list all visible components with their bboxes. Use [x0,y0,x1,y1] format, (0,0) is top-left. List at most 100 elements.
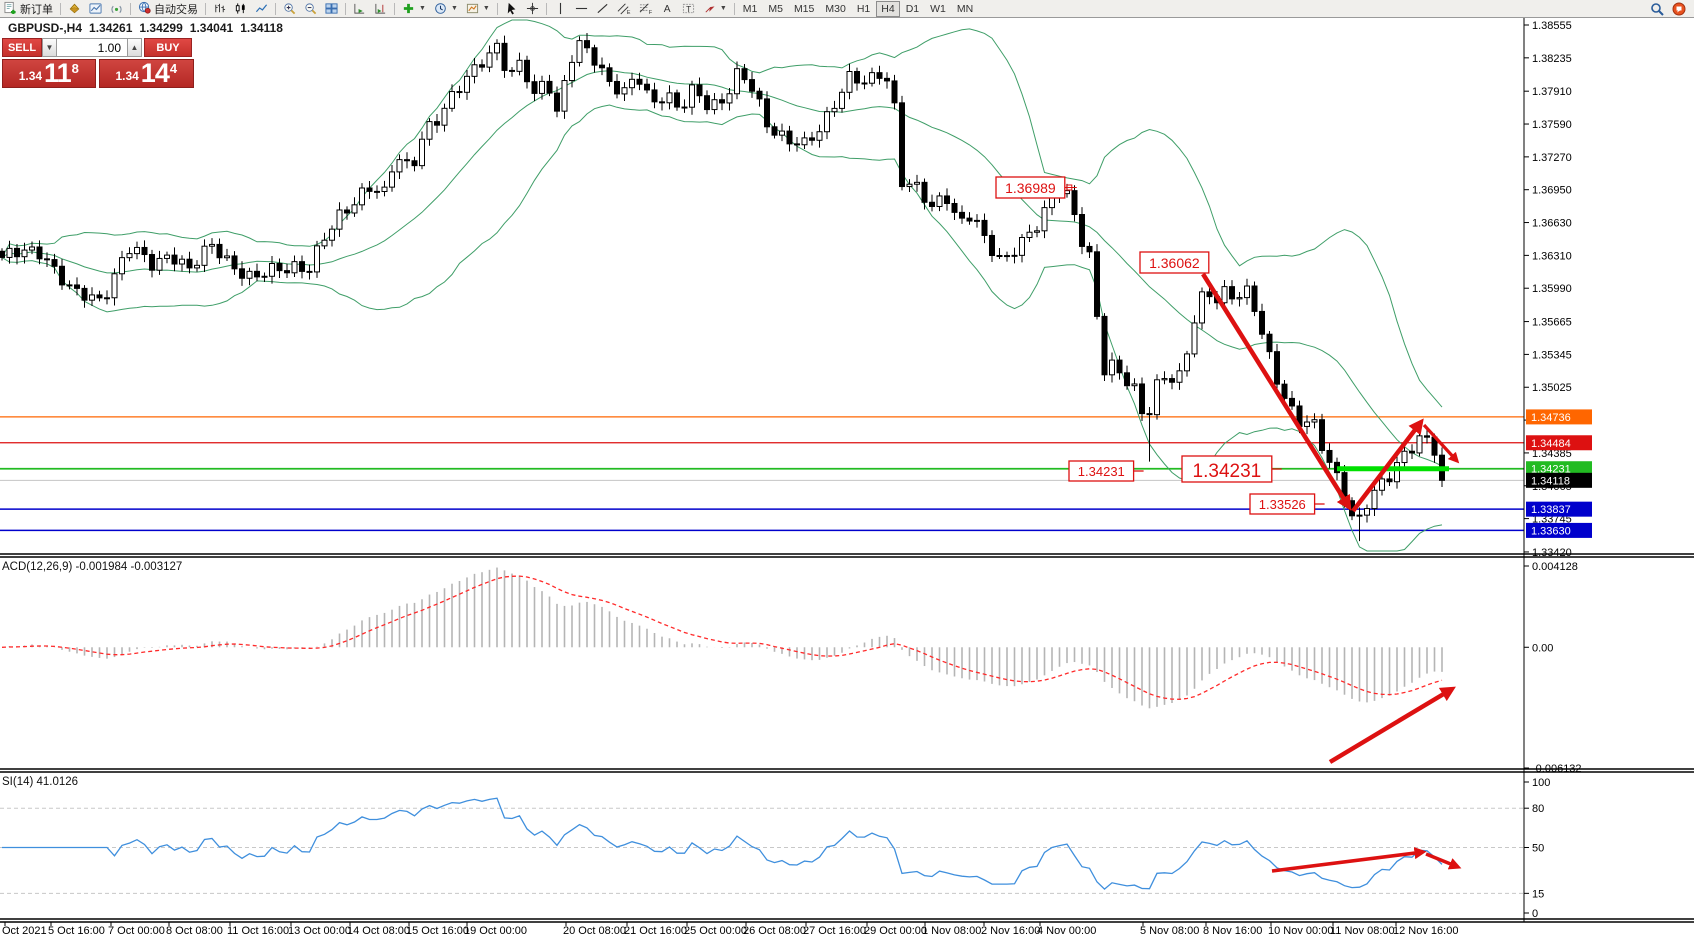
candle-body [96,294,103,299]
candle-body [194,264,200,269]
price-badge-1.34231 [1526,461,1592,477]
signals-icon[interactable] [106,0,127,17]
candle-body [291,261,298,274]
time-axis-label: 13 Oct 00:00 [288,925,351,937]
candle-body [869,72,875,84]
equidistant-channel-tool-icon[interactable]: E [613,0,635,17]
candle-body [344,209,350,214]
templates-button[interactable]: ▼ [462,0,494,17]
trend-arrow-price[interactable] [1422,423,1460,464]
vertical-line-tool-icon[interactable] [550,0,571,17]
trendline-tool-icon[interactable] [592,0,613,17]
periods-button[interactable]: ▼ [430,0,462,17]
candle-body [546,80,553,94]
timeframe-button-H4[interactable]: H4 [876,0,900,17]
rsi-layer: 100 80 50 15 0 [0,777,1550,920]
fibonacci-tool-icon[interactable]: F [635,0,657,17]
candle-body [1274,351,1280,385]
timeframe-button-W1[interactable]: W1 [930,2,946,15]
line-chart-mode-icon[interactable] [251,0,272,17]
search-icon[interactable] [1646,0,1668,17]
auto-scroll-icon[interactable] [349,0,370,17]
candle-body [681,106,688,109]
market-watch-icon[interactable] [64,0,85,17]
candle-body [1229,286,1235,300]
candle-body [539,80,545,94]
candle-body [1266,333,1273,353]
text-label-tool-icon[interactable]: T [678,0,699,17]
candle-body [21,249,28,258]
time-axis-label: 14 Oct 08:00 [347,925,410,937]
candle-body [1424,435,1430,438]
autotrading-button[interactable]: 自动交易 [134,1,202,16]
crosshair-tool-icon[interactable] [522,0,543,17]
timeframe-button-M5[interactable]: M5 [768,2,783,15]
candle-body [1221,286,1228,304]
buy-price-box[interactable]: 1.34 14 4 [98,59,194,88]
price-badge-1.33837 [1526,501,1592,517]
time-axis-label: 20 Oct 08:00 [563,925,626,937]
candle-body [944,195,950,204]
price-axis-tick-label: 1.38235 [1532,53,1572,65]
candle-body [81,287,88,301]
timeframe-button-MN[interactable]: MN [956,2,974,15]
tile-windows-icon[interactable] [321,0,342,17]
price-badge-label: 1.34118 [1531,475,1570,487]
sell-price-main: 11 [44,58,72,88]
candle-body [1251,285,1258,312]
candle-body [839,91,845,109]
ohlc-open: 1.34261 [89,21,133,35]
annotation-price-label-box[interactable] [1139,251,1210,274]
candle-body [1004,255,1010,258]
bar-chart-mode-icon[interactable] [209,0,230,17]
ohlc-low: 1.34041 [189,21,234,35]
macd-axis-tick-label: 0.00 [1532,642,1553,654]
candle-body [389,171,395,188]
candle-body [1401,450,1408,464]
chart-window-icon[interactable] [85,0,106,17]
candle-body [1094,251,1100,317]
chart-shift-icon[interactable] [370,0,391,17]
candle-body [1026,231,1033,238]
price-axis-tick-label: 1.37910 [1532,86,1572,98]
timeframe-button-M15[interactable]: M15 [793,2,815,15]
candle-body [1409,450,1415,454]
timeframe-button-D1[interactable]: D1 [905,2,920,15]
trend-arrow-price[interactable] [1351,418,1424,513]
volume-increase-button[interactable]: ▲ [127,38,142,57]
cursor-tool-icon[interactable] [501,0,522,17]
zoom-out-icon[interactable] [300,0,321,17]
rsi-axis-tick-label: 80 [1532,803,1544,815]
candlestick-mode-icon[interactable] [230,0,251,17]
text-tool-icon[interactable]: A [657,0,678,17]
candle-body [494,42,500,54]
candle-body [621,87,628,95]
zoom-in-icon[interactable] [279,0,300,17]
horizontal-line-tool-icon[interactable] [571,0,592,17]
sell-button[interactable]: SELL [2,38,42,57]
volume-decrease-button[interactable]: ▼ [42,38,57,57]
sell-price-box[interactable]: 1.34 11 8 [2,59,96,88]
trend-arrow-rsi[interactable] [1271,846,1427,873]
candle-body [14,247,20,258]
buy-button[interactable]: BUY [144,38,192,57]
timeframe-button-H1[interactable]: H1 [856,2,871,15]
timeframe-button-M1[interactable]: M1 [742,2,758,15]
trend-arrow-macd[interactable] [1328,686,1456,764]
trend-arrow-price[interactable] [1201,272,1352,511]
timeframe-button-M30[interactable]: M30 [825,2,846,15]
time-axis-label: 8 Oct 08:00 [166,925,223,937]
arrows-tool-icon[interactable]: ▼ [699,0,731,17]
candle-body [1386,478,1393,483]
annotation-price-label: 1.34231 [1078,464,1125,479]
candle-body [1311,419,1318,423]
trend-arrow-rsi[interactable] [1425,852,1462,870]
new-order-button[interactable]: 新订单 [0,1,57,16]
notifications-badge-icon[interactable] [1668,0,1690,17]
candle-body [231,255,238,270]
volume-input[interactable] [57,38,127,57]
candle-body [644,83,650,91]
indicators-button[interactable]: ▼ [398,0,430,17]
toolbar-separator [60,2,61,15]
